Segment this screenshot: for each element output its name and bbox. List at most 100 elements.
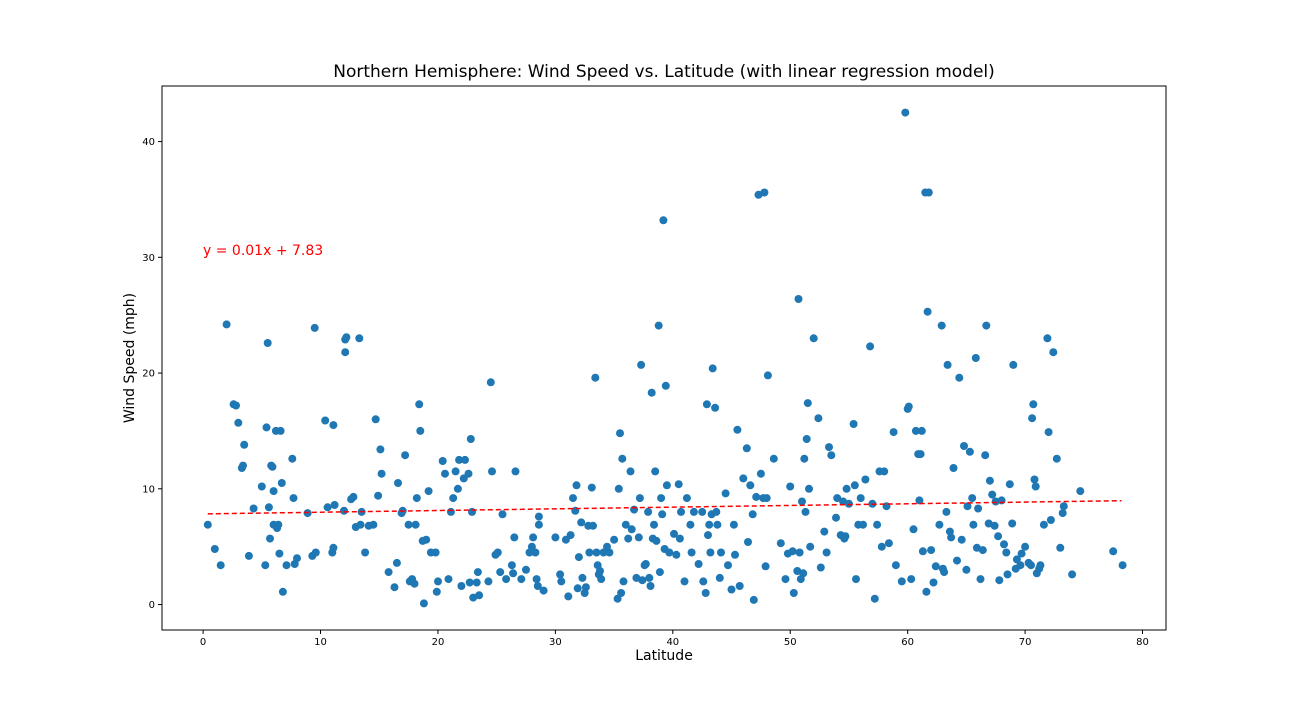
data-point: [686, 520, 695, 529]
data-point: [465, 578, 474, 587]
data-point: [529, 533, 538, 542]
data-point: [1058, 509, 1067, 518]
data-point: [935, 520, 944, 529]
data-point: [1049, 348, 1058, 357]
data-point: [240, 440, 249, 449]
data-point: [844, 499, 853, 508]
data-point: [627, 525, 636, 534]
data-point: [659, 216, 668, 225]
data-point: [311, 548, 320, 557]
data-point: [788, 547, 797, 556]
data-point: [534, 512, 543, 521]
data-point: [321, 416, 330, 425]
data-point: [917, 426, 926, 435]
data-point: [929, 578, 938, 587]
data-point: [274, 520, 283, 529]
data-point: [901, 108, 910, 117]
data-point: [820, 527, 829, 536]
data-point: [727, 585, 736, 594]
data-point: [434, 577, 442, 586]
data-point: [943, 360, 952, 369]
data-point: [369, 520, 378, 529]
data-point: [891, 561, 900, 570]
data-point: [624, 534, 633, 543]
data-point: [527, 542, 536, 551]
data-point: [517, 575, 526, 584]
data-point: [249, 504, 258, 513]
data-point: [342, 333, 351, 342]
data-point: [310, 323, 319, 332]
data-point: [641, 560, 650, 568]
data-point: [978, 546, 987, 555]
data-point: [717, 548, 725, 557]
data-point: [1031, 482, 1040, 491]
data-point: [556, 570, 565, 579]
data-point: [557, 577, 566, 586]
data-point: [244, 551, 253, 560]
plot-area-frame: [161, 85, 1167, 631]
data-point: [361, 548, 370, 557]
data-point: [1109, 547, 1118, 556]
data-point: [502, 575, 511, 584]
data-point: [268, 462, 277, 471]
data-point: [1016, 561, 1025, 570]
data-point: [724, 561, 732, 570]
data-point: [1000, 540, 1008, 549]
data-point: [626, 467, 635, 476]
data-point: [1068, 570, 1077, 579]
data-point: [816, 563, 825, 572]
data-point: [665, 548, 674, 557]
data-point: [1056, 543, 1065, 552]
data-point: [763, 371, 772, 380]
data-point: [466, 435, 475, 443]
data-point: [266, 534, 274, 543]
data-point: [861, 475, 870, 484]
data-point: [376, 445, 385, 454]
data-point: [907, 575, 916, 584]
data-point: [457, 582, 466, 590]
data-point: [650, 520, 658, 529]
data-point: [713, 520, 722, 529]
data-point: [384, 568, 393, 577]
data-point: [776, 539, 785, 548]
data-point: [619, 577, 628, 586]
data-point: [1076, 487, 1085, 496]
data-point: [781, 575, 790, 584]
data-point: [591, 373, 600, 382]
data-point: [761, 562, 770, 571]
data-point: [599, 548, 608, 557]
data-point: [261, 561, 270, 570]
data-point: [262, 423, 271, 432]
data-point: [748, 510, 757, 519]
data-point: [800, 454, 809, 463]
data-point: [473, 568, 482, 577]
data-point: [712, 507, 721, 516]
data-point: [392, 558, 401, 567]
data-point: [404, 520, 413, 529]
data-point: [805, 484, 813, 493]
data-point: [1005, 480, 1014, 489]
data-point: [706, 548, 715, 557]
data-point: [802, 435, 811, 443]
data-point: [323, 503, 332, 512]
data-point: [991, 497, 1000, 506]
data-point: [289, 494, 298, 503]
data-point: [694, 560, 703, 568]
x-tick-label: 0: [200, 637, 206, 648]
data-point: [203, 520, 212, 529]
data-point: [644, 507, 653, 516]
data-point: [963, 502, 972, 511]
data-point: [825, 443, 833, 452]
data-point: [1028, 414, 1037, 423]
data-point: [801, 507, 810, 516]
data-point: [438, 457, 447, 465]
x-axis-label: Latitude: [635, 648, 693, 664]
data-point: [210, 545, 219, 553]
data-point: [1030, 475, 1039, 484]
y-tick-label: 30: [142, 253, 155, 264]
data-point: [985, 476, 994, 485]
data-point: [618, 454, 627, 463]
data-point: [371, 415, 380, 424]
data-point: [647, 388, 656, 397]
data-point: [511, 467, 520, 476]
